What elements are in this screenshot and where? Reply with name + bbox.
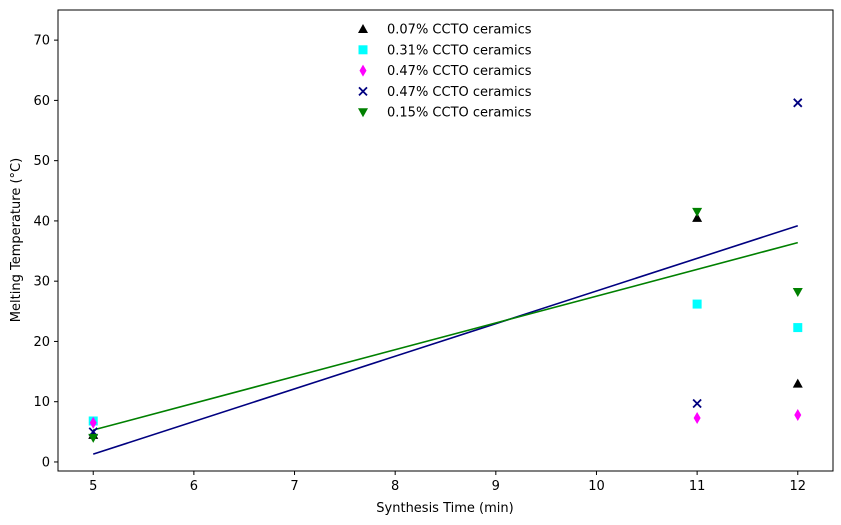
data-point (692, 212, 703, 222)
y-tick-label: 10 (33, 395, 50, 410)
y-tick-label: 60 (33, 94, 50, 109)
legend-marker (358, 86, 368, 97)
x-tick-label: 11 (689, 479, 706, 494)
x-axis: 5 6 7 8 9 10 11 12 (89, 471, 806, 494)
y-tick-label: 50 (33, 154, 50, 169)
legend-label: 0.31% CCTO ceramics (387, 43, 532, 58)
data-point (792, 288, 803, 298)
y-tick-label: 40 (33, 214, 50, 229)
legend-label: 0.47% CCTO ceramics (387, 85, 532, 100)
data-point (692, 398, 702, 409)
legend-marker (359, 64, 367, 77)
y-tick-label: 20 (33, 335, 50, 350)
x-tick-label: 10 (588, 479, 605, 494)
y-tick-label: 0 (42, 455, 50, 470)
legend: 0.07% CCTO ceramics 0.31% CCTO ceramics 0.… (358, 23, 532, 121)
legend-marker (358, 108, 368, 118)
legend-label: 0.07% CCTO ceramics (387, 23, 532, 38)
fit-line (93, 241, 798, 431)
y-axis: 0 10 20 30 40 50 60 70 (33, 34, 58, 470)
data-point (792, 378, 803, 388)
x-tick-label: 6 (190, 479, 198, 494)
x-tick-label: 9 (492, 479, 500, 494)
y-tick-label: 70 (33, 34, 50, 49)
fit-line (92, 224, 799, 455)
data-point (794, 408, 802, 421)
plot-area (57, 9, 834, 472)
x-tick-label: 7 (290, 479, 298, 494)
legend-marker (358, 45, 368, 55)
x-axis-title: Synthesis Time (min) (376, 501, 513, 516)
y-axis-title: Melting Temperature (°C) (9, 158, 24, 322)
y-tick-label: 30 (33, 275, 50, 290)
data-point (793, 323, 803, 333)
data-markers (88, 98, 803, 443)
x-tick-label: 12 (789, 479, 806, 494)
x-tick-label: 5 (89, 479, 97, 494)
data-point (88, 433, 99, 443)
legend-marker (358, 24, 368, 33)
data-point (693, 411, 701, 424)
legend-label: 0.47% CCTO ceramics (387, 64, 532, 79)
data-point (692, 299, 702, 309)
data-point (793, 98, 803, 108)
legend-label: 0.15% CCTO ceramics (387, 106, 532, 121)
x-tick-label: 8 (391, 479, 399, 494)
data-point (89, 416, 97, 429)
data-point (692, 207, 703, 217)
fit-lines (92, 224, 799, 455)
